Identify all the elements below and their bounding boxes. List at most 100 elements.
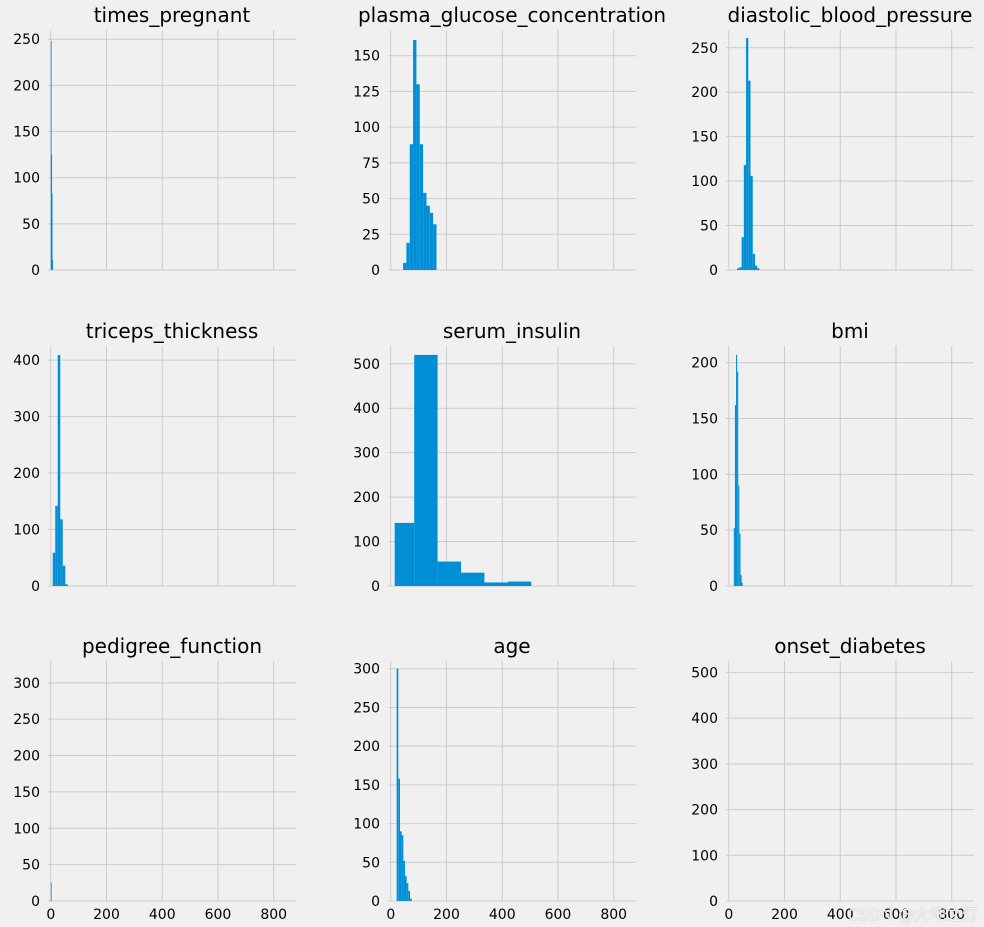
panel-title: pedigree_function [82,634,262,658]
histogram-bar [409,144,414,270]
y-tick-label: 100 [691,848,718,864]
y-tick-label: 0 [31,263,40,279]
y-tick-label: 100 [691,174,718,190]
panel-title: bmi [831,319,869,343]
y-tick-label: 200 [13,78,40,94]
y-tick-label: 200 [691,356,718,372]
histogram-bar [403,860,405,901]
histogram-bar [50,41,52,271]
y-tick-label: 100 [353,817,380,833]
y-tick-label: 100 [691,467,718,483]
y-tick-label: 400 [13,353,40,369]
histogram-bar [410,898,412,901]
x-tick-label: 600 [545,907,572,923]
histogram-bar [426,205,430,270]
histogram-bar [423,192,427,270]
histogram-bar [734,405,737,586]
histogram-bar [406,883,409,901]
y-tick-label: 250 [13,712,40,728]
x-tick-label: 800 [600,907,627,923]
histogram-bar [60,519,63,586]
x-tick-label: 400 [489,907,516,923]
histogram-bar [406,242,410,270]
histogram-bar [51,193,53,270]
histogram-bar [748,80,751,271]
histogram-panel-triceps_thickness: 0 100 200 300 400 triceps_thickness [13,319,296,595]
histogram-bar [419,144,424,270]
panel-title: onset_diabetes [774,634,926,658]
x-tick-label: 800 [938,907,965,923]
y-tick-label: 0 [31,579,40,595]
histogram-panel-plasma_glucose_concentration: 0 25 50 75 100 125 150 plasma_glucose_concentra… [353,3,666,279]
histogram-bar [55,505,58,586]
histogram-bar [65,584,68,586]
histogram-bar [414,354,438,586]
y-tick-label: 25 [362,227,380,243]
y-tick-label: 150 [691,130,718,146]
y-tick-label: 100 [353,535,380,551]
y-tick-label: 0 [371,579,380,595]
histogram-bar [757,268,760,270]
histogram-bar [396,668,399,901]
panel-title: serum_insulin [443,319,581,343]
histogram-bar [484,582,508,586]
y-tick-label: 125 [353,84,380,100]
histogram-bar [401,835,404,901]
histogram-bar [746,38,749,270]
histogram-panel-diastolic_blood_pressure: 0 50 100 150 200 250 diastolic_blood_pressure [691,3,974,279]
y-tick-label: 0 [709,894,718,910]
histogram-bar [739,267,742,270]
y-tick-label: 200 [13,749,40,765]
panel-title: times_pregnant [94,3,251,27]
histogram-bar [398,778,400,901]
y-tick-label: 0 [371,263,380,279]
histogram-panel-onset_diabetes: 0 100 200 300 400 500 0 200 400 600 800 onset_diabe… [691,634,974,923]
histogram-panel-age: 0 50 100 150 200 250 300 0 200 400 600 800 age [353,634,636,923]
histogram-bar [740,574,742,586]
panel-title: triceps_thickness [86,319,259,343]
y-tick-label: 0 [371,894,380,910]
y-tick-label: 50 [362,192,380,208]
histogram-panel-bmi: 0 50 100 150 200 bmi [691,319,974,595]
histogram-bar [416,84,420,271]
y-tick-label: 300 [353,662,380,678]
histogram-bar [62,565,66,586]
y-tick-label: 200 [691,803,718,819]
y-tick-label: 300 [691,757,718,773]
histogram-bar [429,212,434,270]
histogram-bar [437,561,462,586]
y-tick-label: 250 [353,700,380,716]
histogram-bar [736,354,738,586]
y-tick-label: 50 [22,217,40,233]
y-tick-label: 200 [353,490,380,506]
histogram-bar [50,882,52,901]
histogram-panel-times_pregnant: 0 50 100 150 200 250 times_pregnant [13,3,296,279]
x-tick-label: 0 [724,907,733,923]
histogram-bar [52,259,54,270]
histogram-bar [507,581,532,586]
panel-title: age [493,634,530,658]
panel-title: diastolic_blood_pressure [728,3,973,27]
histogram-bar [461,572,485,586]
y-tick-label: 150 [353,49,380,65]
x-tick-label: 800 [260,907,287,923]
x-tick-label: 200 [93,907,120,923]
y-tick-label: 200 [13,466,40,482]
histogram-panel-pedigree_function: 0 50 100 150 200 250 300 0 200 400 600 800 pedigree_… [13,634,296,923]
y-tick-label: 100 [13,523,40,539]
y-tick-label: 100 [353,120,380,136]
y-tick-label: 50 [700,219,718,235]
y-tick-label: 150 [353,778,380,794]
x-tick-label: 0 [46,907,55,923]
y-tick-label: 250 [691,41,718,57]
y-tick-label: 400 [353,401,380,417]
watermark: CSDN @大地之灯 [847,905,978,924]
y-tick-label: 75 [362,156,380,172]
histogram-bar [754,265,758,270]
y-tick-label: 100 [13,171,40,187]
y-tick-label: 0 [31,894,40,910]
x-tick-label: 200 [771,907,798,923]
histogram-bar [52,552,56,586]
y-tick-label: 50 [22,858,40,874]
